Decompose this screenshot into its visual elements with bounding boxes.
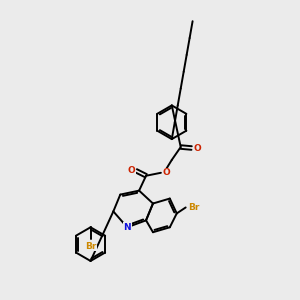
Text: O: O	[163, 168, 171, 177]
Text: O: O	[194, 143, 201, 152]
Text: Br: Br	[188, 203, 199, 212]
Text: O: O	[127, 166, 135, 175]
Text: Br: Br	[85, 242, 96, 250]
Text: N: N	[123, 223, 131, 232]
